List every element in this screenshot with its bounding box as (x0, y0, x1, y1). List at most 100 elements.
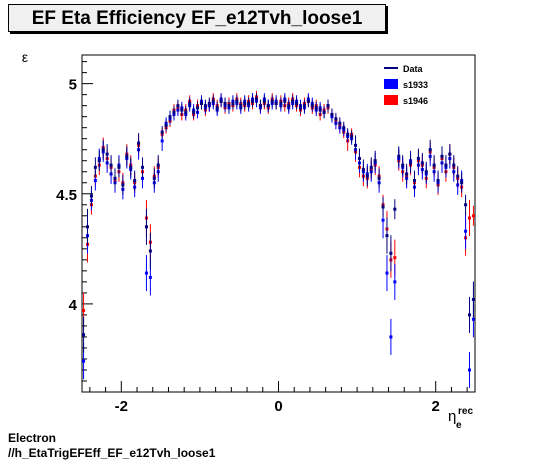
data-point-Data (129, 165, 133, 169)
data-point-Data (203, 104, 207, 108)
data-point-Data (251, 99, 255, 103)
data-point-Data (211, 99, 215, 103)
data-point-Data (258, 104, 262, 108)
data-point-Data (330, 112, 334, 116)
data-point-Data (338, 121, 342, 125)
data-point-Data (365, 174, 369, 178)
data-point-Data (254, 97, 258, 101)
chart-title-box: EF Eta Efficiency EF_e12Tvh_loose1 (8, 4, 386, 32)
data-point-Data (160, 130, 164, 134)
data-point-s1933 (464, 229, 468, 233)
data-point-Data (350, 134, 354, 138)
data-point-Data (125, 154, 129, 158)
data-point-Data (188, 101, 192, 105)
data-point-Data (409, 161, 413, 165)
data-point-Data (243, 101, 247, 105)
data-point-Data (420, 161, 424, 165)
data-point-Data (105, 152, 109, 156)
data-point-Data (361, 168, 365, 172)
data-point-Data (219, 99, 223, 103)
data-point-Data (97, 159, 101, 163)
data-point-Data (117, 165, 121, 169)
data-point-s1933 (467, 368, 471, 372)
data-point-Data (299, 106, 303, 110)
data-point-s1946 (471, 214, 475, 218)
data-point-Data (460, 181, 464, 185)
data-point-Data (192, 110, 196, 114)
data-point-Data (467, 313, 471, 317)
data-point-Data (444, 163, 448, 167)
data-point-Data (310, 104, 314, 108)
data-point-Data (101, 148, 105, 152)
data-point-Data (401, 163, 405, 167)
x-axis-title-sup: rec (458, 406, 473, 417)
data-point-Data (314, 106, 318, 110)
data-point-Data (291, 99, 295, 103)
data-point-Data (270, 99, 274, 103)
data-point-Data (448, 152, 452, 156)
data-point-Data (207, 101, 211, 105)
data-point-Data (89, 194, 93, 198)
data-point-Data (82, 333, 86, 337)
data-point-Data (436, 179, 440, 183)
data-point-Data (196, 106, 200, 110)
y-axis-title: ε (22, 49, 28, 65)
data-point-Data (262, 99, 266, 103)
data-point-Data (369, 165, 373, 169)
data-point-Data (168, 115, 172, 119)
data-point-Data (440, 154, 444, 158)
footer-label: Electron (8, 431, 57, 445)
data-point-s1946 (82, 309, 86, 313)
data-point-s1933 (93, 179, 97, 183)
data-point-Data (416, 157, 420, 161)
data-point-s1933 (389, 335, 393, 339)
chart-title: EF Eta Efficiency EF_e12Tvh_loose1 (31, 8, 363, 29)
data-point-Data (148, 249, 152, 253)
data-point-s1946 (467, 216, 471, 220)
data-point-Data (322, 110, 326, 114)
data-point-Data (184, 110, 188, 114)
x-tick-label: -2 (115, 398, 128, 415)
y-tick-label: 4.5 (56, 187, 77, 204)
data-point-Data (247, 101, 251, 105)
data-point-Data (152, 176, 156, 180)
data-point-Data (302, 104, 306, 108)
data-point-Data (223, 101, 227, 105)
data-point-Data (235, 99, 239, 103)
data-point-Data (137, 141, 141, 145)
y-tick-label: 5 (69, 77, 77, 94)
x-axis-title: η (448, 408, 456, 425)
data-point-Data (109, 163, 113, 167)
data-point-Data (385, 234, 389, 238)
data-point-Data (424, 170, 428, 174)
data-point-Data (393, 207, 397, 211)
data-point-s1933 (148, 275, 152, 279)
data-point-s1933 (144, 271, 148, 275)
data-point-Data (176, 104, 180, 108)
data-point-Data (180, 108, 184, 112)
data-point-s1933 (471, 317, 475, 321)
data-point-Data (342, 126, 346, 130)
data-point-Data (334, 117, 338, 121)
data-point-Data (121, 183, 125, 187)
data-point-Data (215, 106, 219, 110)
data-point-s1933 (381, 218, 385, 222)
data-point-Data (471, 297, 475, 301)
legend-box-marker (384, 95, 398, 105)
data-point-Data (452, 163, 456, 167)
legend-label: s1933 (403, 80, 428, 90)
data-point-Data (279, 101, 283, 105)
data-point-Data (295, 101, 299, 105)
data-point-Data (266, 104, 270, 108)
data-point-Data (432, 163, 436, 167)
legend-label: Data (403, 64, 424, 74)
data-point-Data (456, 174, 460, 178)
data-point-Data (239, 104, 243, 108)
data-point-Data (397, 154, 401, 158)
data-point-Data (381, 205, 385, 209)
data-point-Data (141, 165, 145, 169)
data-point-Data (231, 101, 235, 105)
legend-box-marker (384, 79, 398, 89)
data-point-Data (283, 99, 287, 103)
